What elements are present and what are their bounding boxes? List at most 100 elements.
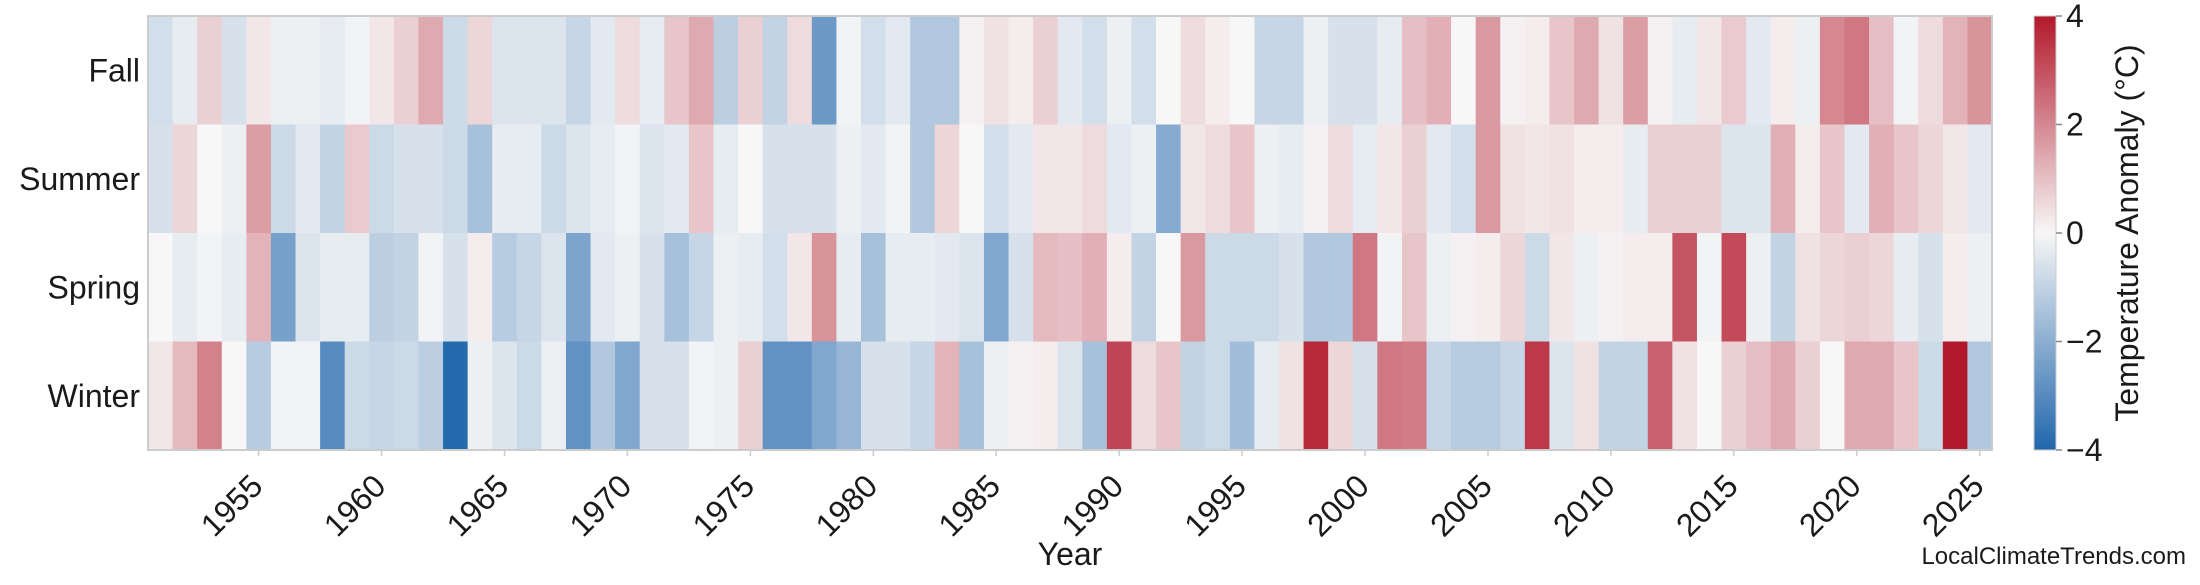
heatmap-cell-fall-1990 xyxy=(1106,16,1133,126)
heatmap-cell-spring-1961 xyxy=(393,233,420,343)
heatmap-cell-spring-1962 xyxy=(418,233,444,343)
heatmap-cell-winter-2024 xyxy=(1942,341,1969,451)
heatmap-cell-fall-2008 xyxy=(1549,16,1575,126)
heatmap-cell-spring-1966 xyxy=(516,233,542,343)
heatmap-cell-summer-1987 xyxy=(1033,124,1059,234)
heatmap-cell-spring-1973 xyxy=(688,233,715,343)
row-label-winter: Winter xyxy=(48,378,141,414)
heatmap-cell-fall-1982 xyxy=(910,16,936,126)
heatmap-cell-summer-1958 xyxy=(320,124,346,234)
heatmap-cell-spring-2017 xyxy=(1770,233,1796,343)
x-tick-label-1985: 1985 xyxy=(931,467,1007,543)
heatmap-cell-fall-1991 xyxy=(1131,16,1157,126)
heatmap-cell-winter-2013 xyxy=(1672,341,1698,451)
heatmap-cell-winter-1979 xyxy=(836,341,862,451)
heatmap-cell-spring-1999 xyxy=(1328,233,1354,343)
heatmap-cell-winter-1960 xyxy=(369,341,395,451)
heatmap-cell-winter-2003 xyxy=(1426,341,1452,451)
x-axis-ticks: 1955 1960 1965 1970 1975 1980 1985 1990 1995 2000… xyxy=(194,450,1991,543)
heatmap-cell-winter-1982 xyxy=(910,341,936,451)
x-tick-label-2010: 2010 xyxy=(1546,467,1622,543)
heatmap-cell-summer-1957 xyxy=(295,124,321,234)
heatmap-cell-spring-2018 xyxy=(1795,233,1821,343)
heatmap-cell-fall-1974 xyxy=(713,16,739,126)
heatmap-cell-spring-1988 xyxy=(1057,233,1083,343)
heatmap-cell-fall-1951 xyxy=(148,16,174,126)
heatmap-cell-winter-2009 xyxy=(1574,341,1600,451)
heatmap-cell-spring-2005 xyxy=(1475,233,1501,343)
heatmap-cell-spring-1976 xyxy=(762,233,788,343)
x-tick-label-2000: 2000 xyxy=(1300,467,1376,543)
heatmap-cell-fall-2020 xyxy=(1844,16,1870,126)
heatmap-cell-winter-1967 xyxy=(541,341,567,451)
x-axis-label: Year xyxy=(1038,536,1103,572)
heatmap-cell-spring-1972 xyxy=(664,233,690,343)
heatmap-cell-summer-1966 xyxy=(516,124,542,234)
heatmap-cell-fall-1967 xyxy=(541,16,567,126)
heatmap-cell-winter-1964 xyxy=(467,341,493,451)
heatmap-cell-fall-1966 xyxy=(516,16,542,126)
heatmap-cell-fall-2013 xyxy=(1672,16,1698,126)
heatmap-cell-winter-1969 xyxy=(590,341,616,451)
heatmap-cell-fall-1989 xyxy=(1082,16,1108,126)
heatmap-cell-spring-1952 xyxy=(172,233,198,343)
heatmap-cell-summer-1984 xyxy=(959,124,985,234)
heatmap-cell-fall-1979 xyxy=(836,16,862,126)
heatmap-cell-summer-1975 xyxy=(738,124,764,234)
heatmap-cell-fall-1980 xyxy=(861,16,887,126)
heatmap-cell-spring-1956 xyxy=(270,233,297,343)
heatmap-cell-summer-2019 xyxy=(1819,124,1846,234)
x-tick-label-1980: 1980 xyxy=(808,467,884,543)
heatmap-cell-winter-1954 xyxy=(221,341,247,451)
heatmap-cell-winter-1989 xyxy=(1082,341,1108,451)
heatmap-cell-summer-1999 xyxy=(1328,124,1354,234)
heatmap-cell-spring-1977 xyxy=(787,233,813,343)
heatmap-cell-fall-1985 xyxy=(983,16,1010,126)
heatmap-cell-spring-1985 xyxy=(983,233,1010,343)
heatmap-cell-winter-1973 xyxy=(688,341,715,451)
heatmap-cell-winter-2022 xyxy=(1893,341,1919,451)
heatmap-cell-spring-1995 xyxy=(1229,233,1255,343)
heatmap-cell-spring-2011 xyxy=(1623,233,1649,343)
heatmap-cell-winter-1983 xyxy=(934,341,960,451)
heatmap-cell-summer-2012 xyxy=(1647,124,1673,234)
heatmap-cell-summer-1986 xyxy=(1008,124,1034,234)
heatmap-cell-winter-1996 xyxy=(1254,341,1280,451)
heatmap-cell-spring-2003 xyxy=(1426,233,1452,343)
heatmap-cell-summer-1990 xyxy=(1106,124,1133,234)
heatmap-cell-spring-1960 xyxy=(369,233,395,343)
heatmap-cell-fall-1983 xyxy=(934,16,960,126)
heatmap-cell-summer-2021 xyxy=(1869,124,1895,234)
heatmap-cell-winter-2008 xyxy=(1549,341,1575,451)
heatmap-cell-summer-2002 xyxy=(1401,124,1428,234)
heatmap-cell-summer-1952 xyxy=(172,124,198,234)
heatmap-cell-spring-1954 xyxy=(221,233,247,343)
heatmap-cell-winter-1998 xyxy=(1303,341,1329,451)
heatmap-cell-fall-2017 xyxy=(1770,16,1796,126)
heatmap-cell-summer-2020 xyxy=(1844,124,1870,234)
x-tick-label-1970: 1970 xyxy=(563,467,639,543)
heatmap-cell-summer-1978 xyxy=(811,124,838,234)
heatmap-cell-winter-2015 xyxy=(1721,341,1747,451)
heatmap-cell-spring-1982 xyxy=(910,233,936,343)
heatmap-cell-fall-2014 xyxy=(1696,16,1723,126)
heatmap-cell-winter-1995 xyxy=(1229,341,1255,451)
heatmap-cell-spring-1983 xyxy=(934,233,960,343)
heatmap-cell-winter-1968 xyxy=(565,341,592,451)
heatmap-cell-spring-1958 xyxy=(320,233,346,343)
heatmap-cell-fall-1975 xyxy=(738,16,764,126)
heatmap-cell-summer-1995 xyxy=(1229,124,1255,234)
row-labels: Fall Summer Spring Winter xyxy=(19,52,141,414)
heatmap-cell-summer-2023 xyxy=(1918,124,1944,234)
heatmap-cell-fall-2015 xyxy=(1721,16,1747,126)
heatmap-cell-spring-1971 xyxy=(639,233,665,343)
heatmap-cell-winter-2005 xyxy=(1475,341,1501,451)
heatmap-cell-winter-2016 xyxy=(1746,341,1772,451)
heatmap-cell-summer-2006 xyxy=(1500,124,1526,234)
heatmap-cell-summer-1992 xyxy=(1156,124,1182,234)
heatmap-cell-fall-2025 xyxy=(1967,16,1993,126)
heatmap-cell-summer-1953 xyxy=(197,124,223,234)
heatmap-cell-fall-1961 xyxy=(393,16,420,126)
heatmap-cell-fall-1999 xyxy=(1328,16,1354,126)
